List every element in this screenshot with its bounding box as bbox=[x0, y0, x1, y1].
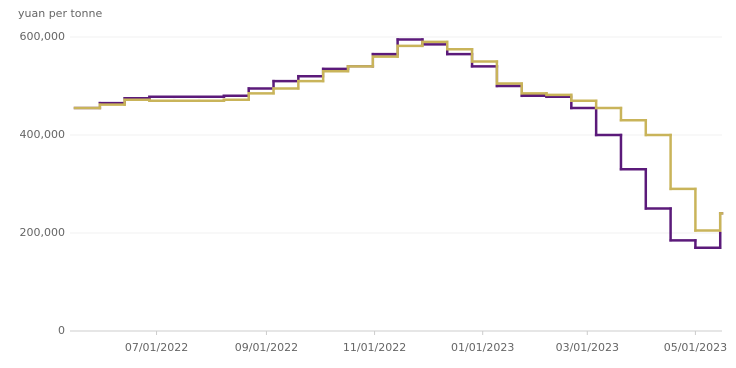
y-tick-label: 200,000 bbox=[20, 226, 66, 239]
x-tick-label: 09/01/2022 bbox=[235, 341, 298, 354]
x-tick-label: 07/01/2022 bbox=[125, 341, 188, 354]
y-axis-label: yuan per tonne bbox=[18, 7, 102, 20]
y-tick-label: 600,000 bbox=[20, 30, 66, 43]
x-tick-label: 05/01/2023 bbox=[664, 341, 727, 354]
x-tick-label: 11/01/2022 bbox=[343, 341, 406, 354]
x-tick-label: 03/01/2023 bbox=[556, 341, 619, 354]
y-tick-label: 0 bbox=[58, 324, 65, 337]
y-tick-label: 400,000 bbox=[20, 128, 66, 141]
x-tick-label: 01/01/2023 bbox=[451, 341, 514, 354]
